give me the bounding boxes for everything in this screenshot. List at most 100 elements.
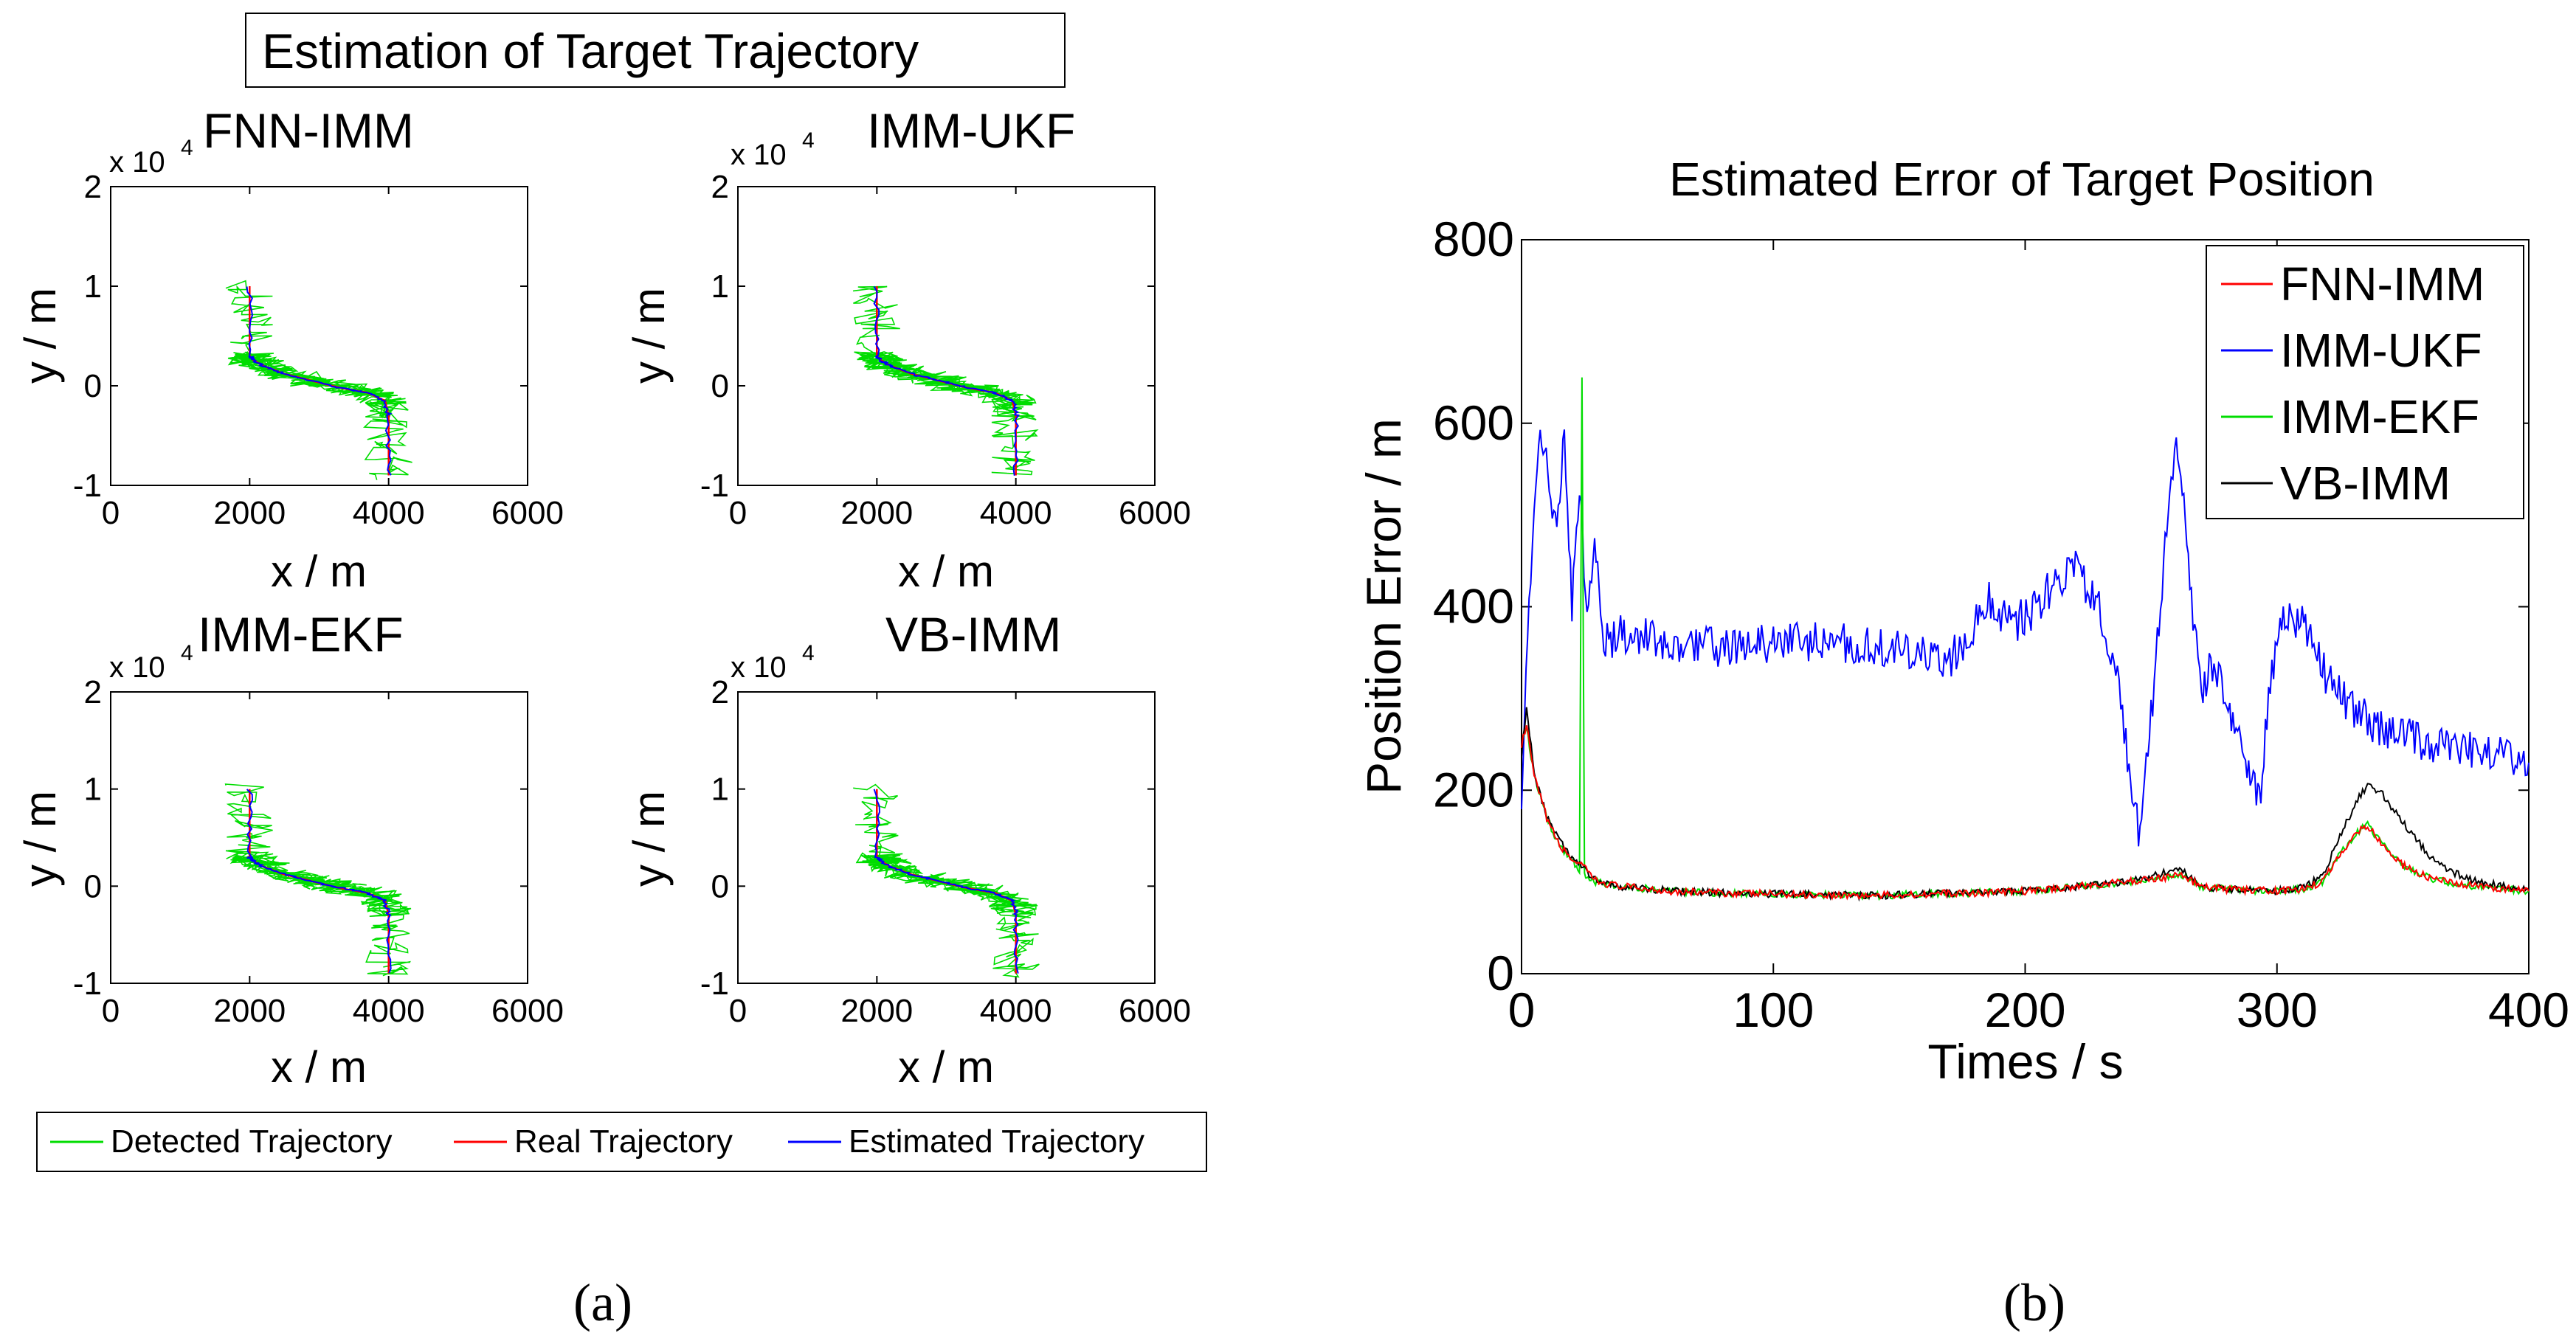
series-line-imm-ukf	[1521, 429, 2530, 847]
subplot-imm-ekf: IMM-EKF x 10 4 y / m x / m 0 2000 4000 6000…	[15, 607, 564, 1092]
b-ticks: 0 100 200 300 400 0 200 400 600 800	[1433, 212, 2569, 1037]
x-axis-label: x / m	[271, 547, 367, 596]
x-tick-label: 0	[729, 993, 747, 1029]
legend-label-real: Real Trajectory	[514, 1123, 733, 1160]
x-axis-label: x / m	[898, 1042, 994, 1092]
y-tick-label: 0	[711, 868, 729, 904]
figure-label-b: (b)	[2003, 1273, 2065, 1332]
subplot-title: FNN-IMM	[203, 103, 414, 158]
y-axis-label: y / m	[15, 791, 65, 887]
exponent-power: 4	[181, 136, 193, 160]
y-tick-label: 1	[711, 772, 729, 808]
b-x-tick-label: 200	[1984, 983, 2065, 1037]
x-tick-label: 2000	[213, 495, 286, 531]
y-tick-label: 0	[84, 868, 102, 904]
y-tick-label: 1	[711, 269, 729, 305]
x-axis-label-b: Times / s	[1927, 1034, 2123, 1089]
exponent-base: x 10	[109, 651, 165, 684]
b-y-tick-label: 0	[1487, 946, 1514, 1000]
estimated-trajectory-line	[246, 789, 392, 974]
y-tick-label: -1	[700, 966, 729, 1002]
subplot-axes-box	[110, 691, 528, 984]
y-tick-label: 2	[711, 674, 729, 710]
x-tick-label: 6000	[491, 495, 564, 531]
y-axis-label-b: Position Error / m	[1356, 418, 1411, 794]
series-line-fnn-imm	[1521, 725, 2530, 901]
subplot-title: IMM-UKF	[867, 103, 1075, 158]
legend-box	[36, 1112, 1207, 1172]
estimated-trajectory-line	[246, 286, 393, 476]
b-x-tick-label: 400	[2488, 983, 2569, 1037]
y-tick-label: 1	[84, 772, 102, 808]
y-tick-label: -1	[73, 468, 102, 504]
x-axis-label: x / m	[898, 547, 994, 596]
x-tick-label: 0	[102, 993, 120, 1029]
exponent-power: 4	[181, 641, 193, 665]
b-x-tick-label: 100	[1733, 983, 1814, 1037]
figure-label-a: (a)	[573, 1273, 632, 1332]
panel-b: Estimated Error of Target Position 0 100 2…	[1356, 153, 2569, 1332]
detected-trajectory-line	[853, 285, 1039, 476]
subplot-fnn-imm: FNN-IMM x 10 4 y / m x / m 0 2000 4000 6000…	[15, 103, 564, 596]
y-tick-label: -1	[73, 966, 102, 1002]
legend-label-vb-imm: VB-IMM	[2280, 457, 2451, 510]
x-tick-label: 0	[729, 495, 747, 531]
y-axis-label: y / m	[624, 791, 674, 887]
y-tick-label: 2	[84, 674, 102, 710]
b-y-tick-label: 600	[1433, 395, 1514, 450]
exponent-base: x 10	[731, 651, 787, 684]
panel-b-legend: FNN-IMM IMM-UKF IMM-EKF VB-IMM	[2206, 245, 2524, 519]
x-tick-label: 4000	[353, 993, 425, 1029]
panel-a: Estimation of Target Trajectory FNN-IMM …	[15, 13, 1207, 1332]
b-y-tick-label: 400	[1433, 579, 1514, 634]
subplot-axes-box	[110, 186, 528, 486]
legend-label-fnn-imm: FNN-IMM	[2280, 257, 2485, 311]
detected-trajectory-line	[224, 783, 412, 977]
legend-label-estimated: Estimated Trajectory	[849, 1123, 1144, 1160]
panel-a-title: Estimation of Target Trajectory	[262, 24, 919, 78]
panel-a-title-box	[245, 13, 1066, 88]
subplot-imm-ukf: IMM-UKF x 10 4 y / m x / m 0 2000 4000 6000…	[624, 103, 1191, 596]
x-tick-label: 0	[102, 495, 120, 531]
y-tick-label: 1	[84, 269, 102, 305]
legend-box-b	[2206, 245, 2524, 519]
y-tick-label: 0	[711, 368, 729, 404]
exponent-base: x 10	[109, 146, 165, 179]
x-tick-label: 6000	[1119, 495, 1191, 531]
subplot-axes-box	[737, 691, 1156, 984]
x-axis-label: x / m	[271, 1042, 367, 1092]
panel-a-legend: Detected Trajectory Real Trajectory Esti…	[36, 1112, 1207, 1172]
b-x-tick-label: 0	[1508, 983, 1536, 1037]
y-tick-label: 2	[711, 169, 729, 205]
x-tick-label: 6000	[1119, 993, 1191, 1029]
panel-b-title: Estimated Error of Target Position	[1669, 153, 2375, 206]
estimated-trajectory-line	[873, 789, 1019, 974]
x-tick-label: 2000	[840, 993, 913, 1029]
y-tick-label: -1	[700, 468, 729, 504]
y-tick-label: 2	[84, 169, 102, 205]
y-tick-label: 0	[84, 368, 102, 404]
x-tick-label: 4000	[980, 495, 1052, 531]
x-tick-label: 2000	[213, 993, 286, 1029]
legend-label-imm-ukf: IMM-UKF	[2280, 324, 2482, 377]
estimated-trajectory-line	[873, 285, 1021, 476]
subplot-title: IMM-EKF	[198, 607, 404, 662]
b-series	[1521, 377, 2530, 902]
detected-trajectory-line	[225, 280, 412, 480]
x-tick-label: 2000	[840, 495, 913, 531]
exponent-base: x 10	[731, 139, 787, 171]
x-tick-label: 4000	[980, 993, 1052, 1029]
subplot-title: VB-IMM	[885, 607, 1061, 662]
exponent-power: 4	[802, 641, 815, 665]
b-x-tick-label: 300	[2237, 983, 2318, 1037]
b-y-tick-label: 200	[1433, 762, 1514, 817]
detected-trajectory-line	[853, 783, 1040, 978]
x-tick-label: 4000	[353, 495, 425, 531]
exponent-power: 4	[802, 128, 815, 153]
legend-label-imm-ekf: IMM-EKF	[2280, 390, 2479, 443]
subplot-axes-box	[737, 186, 1156, 486]
subplot-vb-imm: VB-IMM x 10 4 y / m x / m 0 2000 4000 6000 -…	[624, 607, 1191, 1092]
y-axis-label: y / m	[624, 288, 674, 384]
x-tick-label: 6000	[491, 993, 564, 1029]
